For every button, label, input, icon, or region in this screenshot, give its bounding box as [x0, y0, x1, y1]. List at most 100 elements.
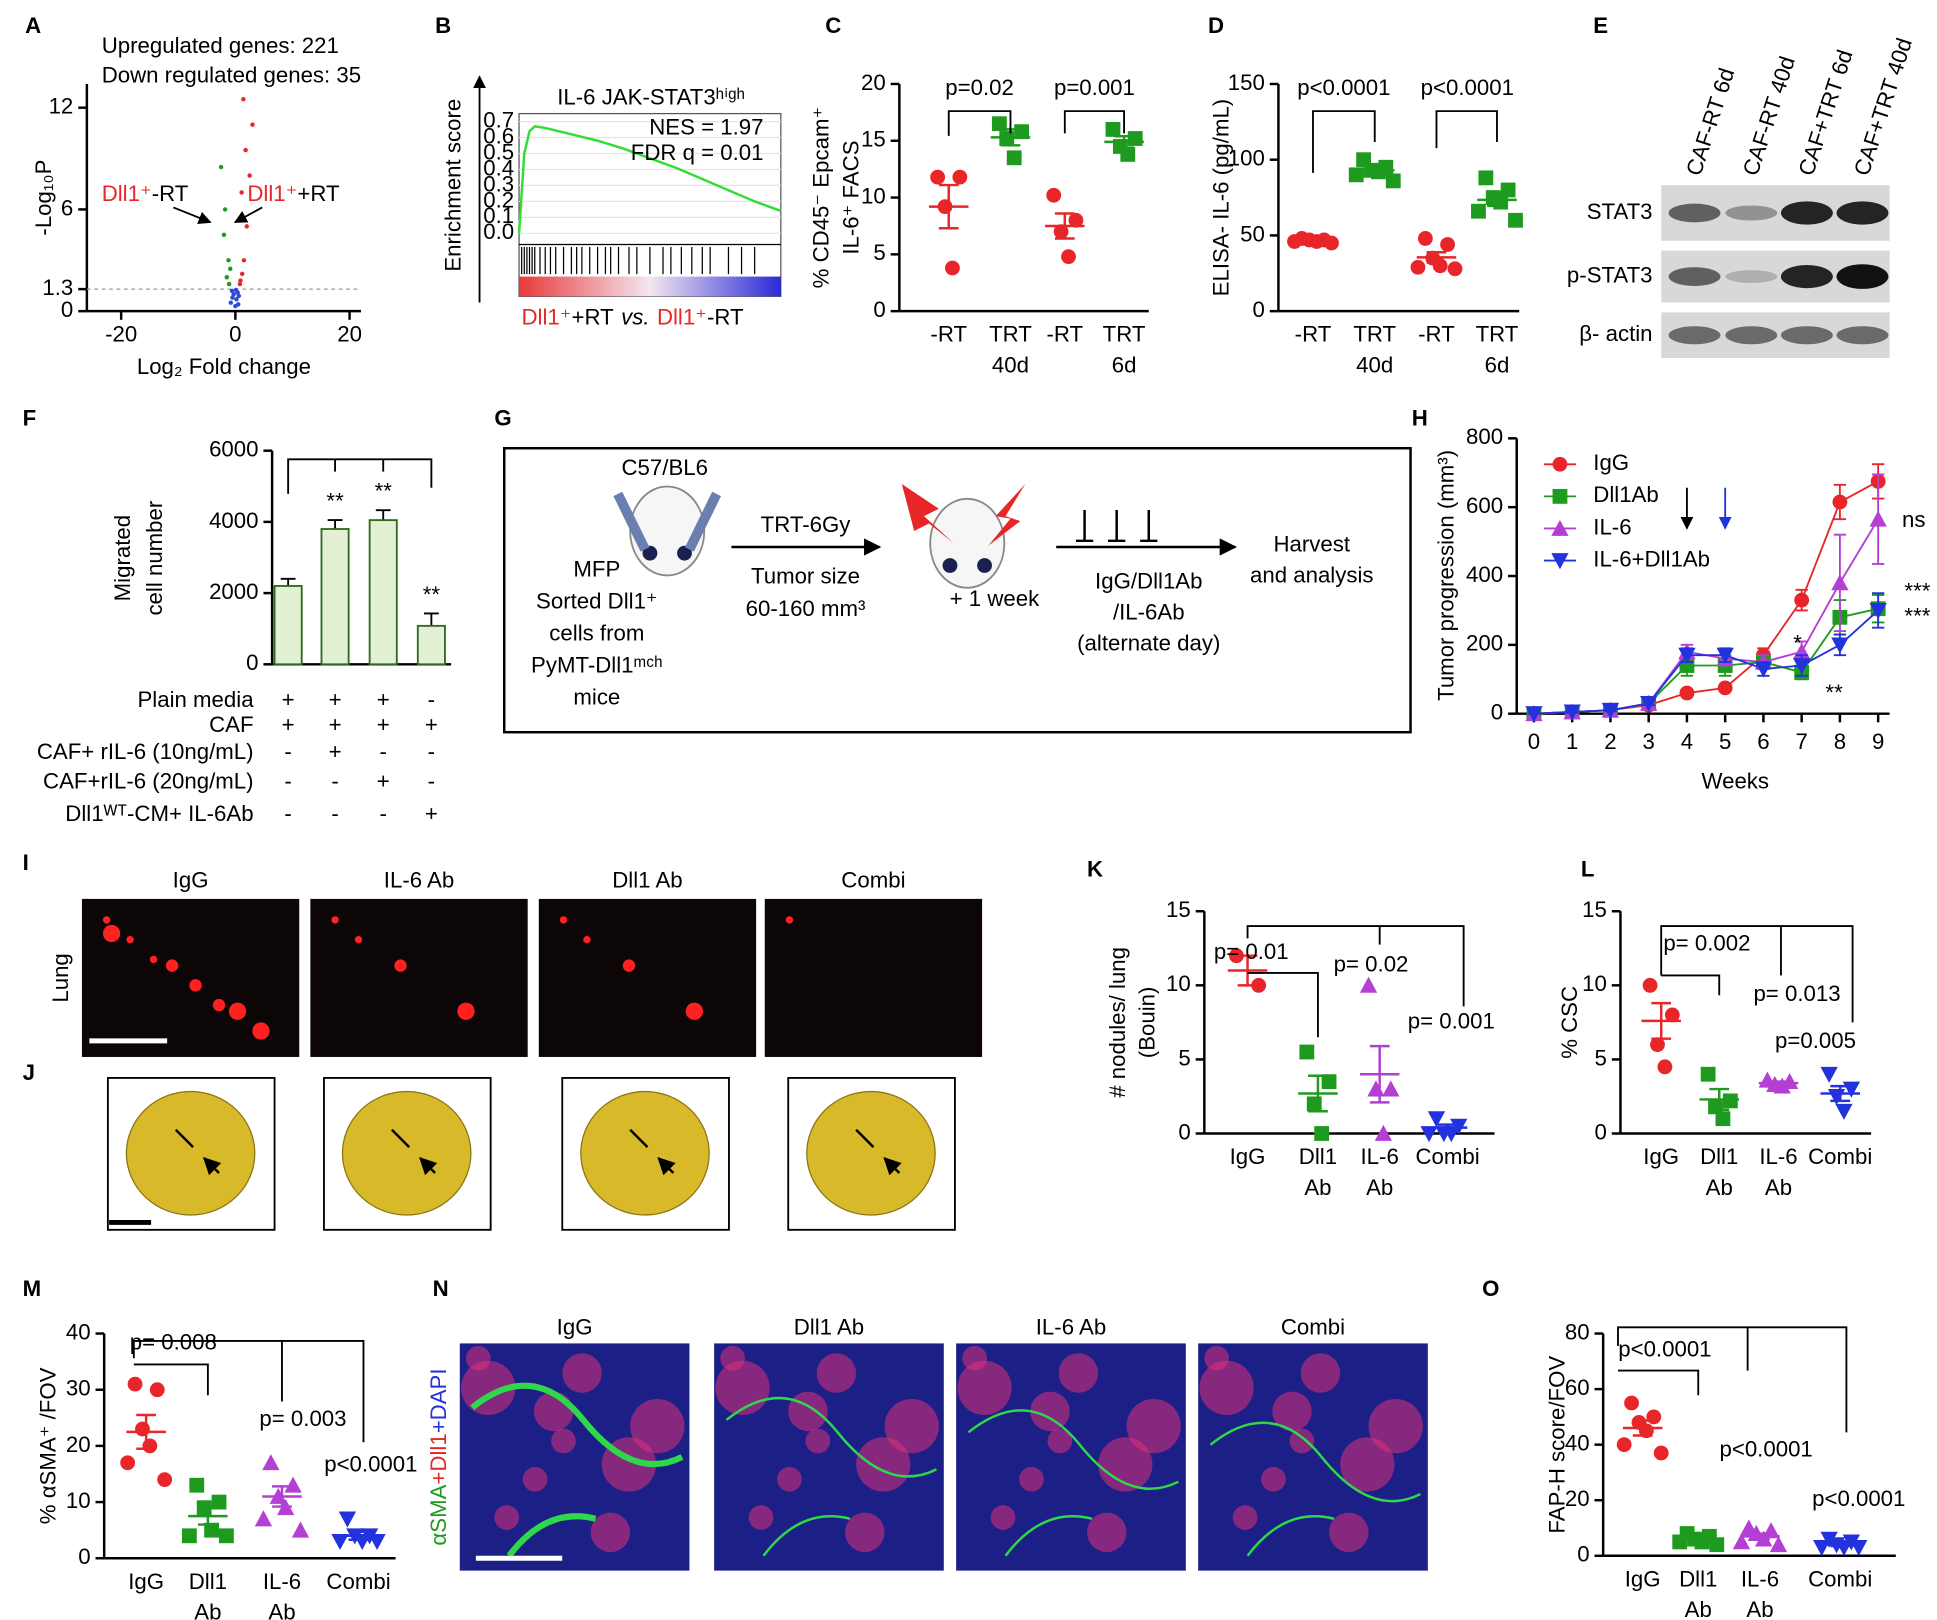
sem-bar	[1487, 192, 1507, 208]
data-point	[1700, 1066, 1716, 1082]
label-part: +Dll1	[426, 1433, 451, 1484]
data-point	[1385, 173, 1401, 189]
metastasis-spot	[165, 959, 179, 972]
x-tick-label: 9	[1872, 729, 1884, 754]
diagram-text: Tumor size	[751, 564, 860, 589]
annotation: NES = 1.97	[649, 114, 763, 139]
lane-label: CAF-RT 40d	[1738, 53, 1800, 179]
y-tick-label: 100	[1228, 146, 1265, 171]
data-point	[1850, 1540, 1868, 1557]
metastasis-spot	[622, 959, 636, 972]
dll1-cluster	[816, 1353, 857, 1393]
data-point	[1717, 680, 1733, 696]
chart-title: IL-6 JAK-STAT3ʰⁱᵍʰ	[557, 85, 745, 110]
y-axis-label: cell number	[142, 500, 167, 615]
lung-photo	[580, 1090, 710, 1216]
x-tick-label: 8	[1834, 729, 1846, 754]
label-part: Dll1⁺	[247, 181, 297, 206]
panel-letter: L	[1581, 856, 1595, 881]
data-point	[1624, 1395, 1639, 1411]
data-point	[1732, 1533, 1751, 1550]
condition-sign: +	[282, 687, 295, 712]
data-point	[1447, 261, 1463, 277]
bracket	[133, 1363, 209, 1396]
data-point	[120, 1455, 136, 1471]
x-tick-label: 1	[1566, 729, 1578, 754]
condition-sign: +	[329, 739, 342, 764]
dll1-cluster	[1329, 1512, 1369, 1553]
data-point	[149, 1382, 165, 1398]
row-label: p-STAT3	[1567, 262, 1653, 287]
y-tick-label: 10	[1582, 971, 1607, 996]
x-tick-label: IgG	[128, 1569, 164, 1594]
x-tick-label: 0	[229, 322, 241, 347]
data-point	[1831, 574, 1849, 591]
image-title: IgG	[173, 867, 209, 892]
sem-bar	[1114, 134, 1134, 149]
y-tick-label: 0.1	[483, 203, 514, 228]
x-tick-label: 4	[1681, 729, 1693, 754]
p-value: p= 0.013	[1753, 981, 1840, 1006]
gene-point	[222, 207, 228, 212]
dll1-cluster	[1047, 1428, 1073, 1454]
y-tick-label: 20	[1565, 1486, 1590, 1511]
panel-letter: J	[23, 1060, 35, 1085]
p-value: p= 0.02	[1334, 951, 1409, 976]
data-point	[952, 169, 968, 185]
error-bar	[423, 612, 439, 626]
x-tick-label: Ab	[1366, 1175, 1393, 1200]
label-part: -RT	[707, 304, 744, 329]
p-value: p<0.0001	[1812, 1486, 1905, 1511]
x-tick-label: TRT	[1476, 322, 1519, 347]
y-tick-label: 0.4	[483, 155, 514, 180]
data-point	[1672, 1534, 1688, 1550]
data-point	[1664, 1007, 1680, 1023]
sem-bar	[1054, 212, 1075, 240]
panel-letter: K	[1087, 856, 1103, 881]
panel-letter: D	[1208, 13, 1224, 38]
data-point	[1842, 1081, 1860, 1098]
sem-bar	[1632, 1419, 1653, 1437]
dll1-cluster	[990, 1505, 1016, 1530]
x-tick-label: IL-6	[1361, 1144, 1399, 1169]
bracket	[1617, 1326, 1848, 1433]
y-axis-label: (Bouin)	[1135, 987, 1160, 1059]
data-point	[338, 1511, 357, 1528]
gene-point	[239, 271, 245, 277]
diagram-text: IgG/Dll1Ab	[1095, 569, 1202, 594]
x-tick-label: -RT	[1046, 322, 1083, 347]
pointer	[390, 1128, 435, 1173]
x-tick-label: IL-6	[1759, 1144, 1797, 1169]
panel-letter: B	[435, 13, 451, 38]
legend-label: IL-6	[1593, 514, 1631, 539]
bracket	[1312, 110, 1376, 173]
dll1-cluster	[1030, 1391, 1070, 1432]
metastasis-spot	[331, 916, 339, 924]
lung-photo	[125, 1090, 256, 1216]
data-point	[1229, 948, 1244, 964]
data-point	[1367, 1080, 1385, 1097]
gene-point	[226, 281, 232, 287]
x-axis-label: Log₂ Fold change	[137, 354, 311, 379]
data-point	[1014, 124, 1030, 140]
x-tick-label: IgG	[1230, 1144, 1266, 1169]
p-value: p= 0.003	[259, 1406, 346, 1431]
p-value: p<0.0001	[1297, 75, 1390, 100]
y-tick-label: 5	[1178, 1045, 1190, 1070]
label-part: vs.	[621, 304, 649, 329]
band	[1780, 264, 1833, 289]
bar	[416, 624, 446, 666]
metastasis-spot	[685, 1002, 704, 1020]
diagram-text: PyMT-Dll1ᵐᶜʰ	[531, 653, 663, 678]
panel-letter: G	[494, 406, 511, 431]
x-tick-label: IgG	[1643, 1144, 1679, 1169]
data-point	[1493, 194, 1509, 210]
label-part: Dll1⁺	[102, 181, 152, 206]
data-point	[1432, 258, 1448, 274]
data-point	[1601, 702, 1620, 719]
image-title: IgG	[557, 1314, 593, 1339]
sem-bar	[1426, 251, 1447, 264]
x-tick-label: Combi	[1808, 1144, 1872, 1169]
x-tick-label: Combi	[1415, 1144, 1479, 1169]
